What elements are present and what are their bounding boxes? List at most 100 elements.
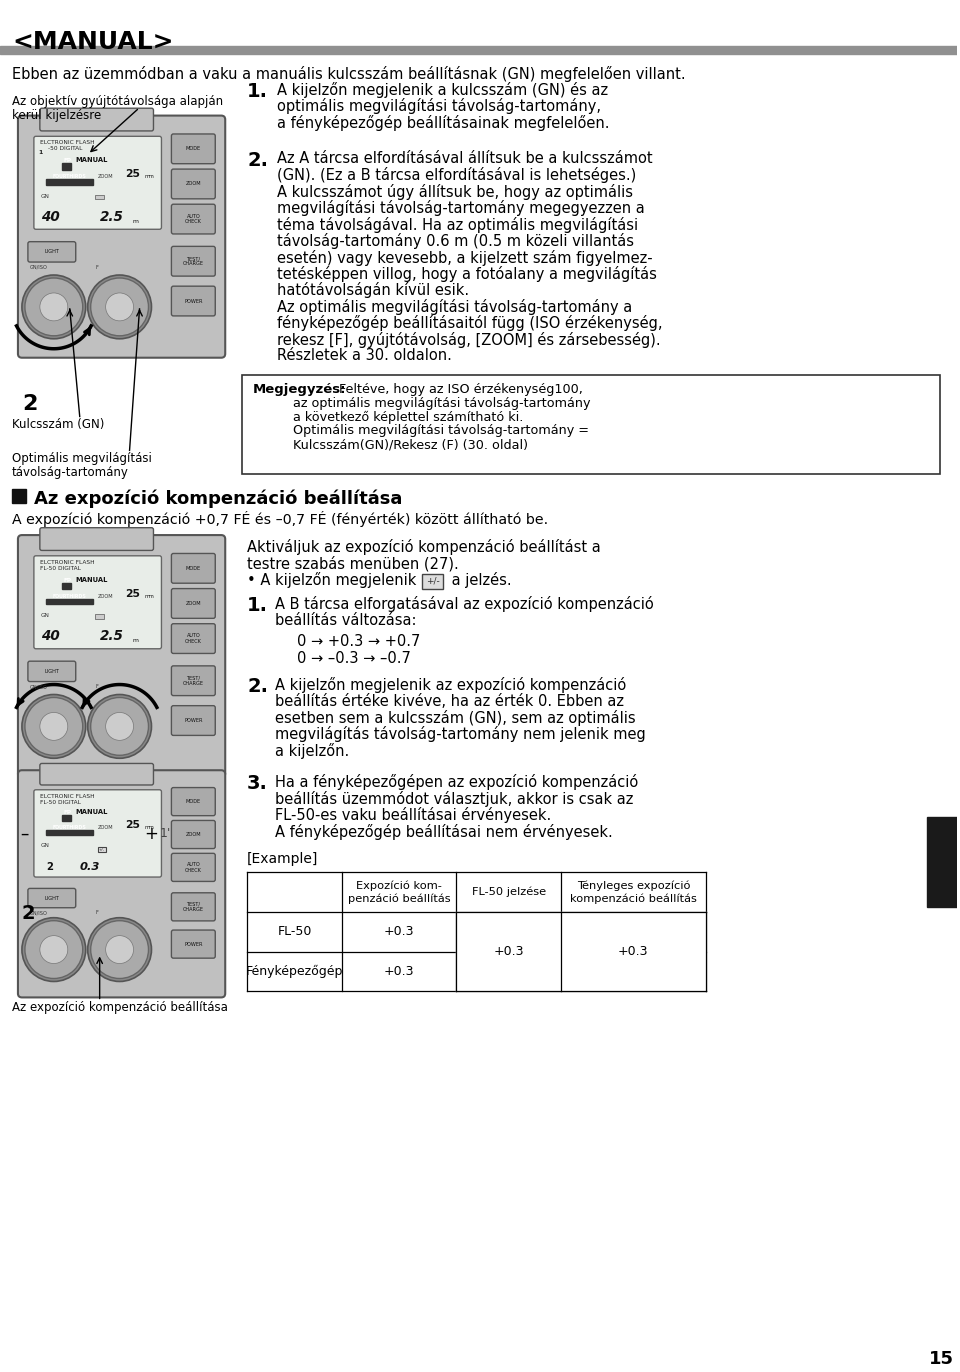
Circle shape bbox=[106, 294, 133, 321]
Text: GN/ISO: GN/ISO bbox=[30, 910, 48, 915]
Text: Fényképezőgép: Fényképezőgép bbox=[246, 965, 343, 978]
Text: [Example]: [Example] bbox=[247, 852, 319, 866]
Text: 1: 1 bbox=[37, 150, 42, 155]
Text: Ebben az üzemmódban a vaku a manuális kulcsszám beállításnak (GN) megfelelően vi: Ebben az üzemmódban a vaku a manuális ku… bbox=[12, 66, 685, 82]
Text: téma távolságával. Ha az optimális megvilágítási: téma távolságával. Ha az optimális megvi… bbox=[277, 217, 638, 233]
Text: • A kijelzőn megjelenik: • A kijelzőn megjelenik bbox=[247, 572, 421, 589]
Text: Az objektív gyújtótávolsága alapján: Az objektív gyújtótávolsága alapján bbox=[12, 95, 223, 107]
Text: Részletek a 30. oldalon.: Részletek a 30. oldalon. bbox=[277, 348, 452, 364]
Text: FP: FP bbox=[63, 158, 71, 163]
FancyBboxPatch shape bbox=[18, 115, 226, 358]
Text: +0.3: +0.3 bbox=[384, 925, 415, 938]
Text: Az expozíció kompenzáció beállítása: Az expozíció kompenzáció beállítása bbox=[34, 490, 402, 508]
FancyBboxPatch shape bbox=[28, 889, 76, 908]
Circle shape bbox=[40, 936, 68, 963]
Text: 2: 2 bbox=[22, 904, 36, 923]
Text: távolság-tartomány: távolság-tartomány bbox=[12, 466, 129, 479]
Circle shape bbox=[87, 694, 152, 759]
FancyBboxPatch shape bbox=[172, 287, 215, 316]
Text: 1.: 1. bbox=[247, 597, 268, 616]
Text: +/-: +/- bbox=[425, 576, 440, 586]
Text: MODE: MODE bbox=[186, 565, 201, 571]
Text: A expozíció kompenzáció +0,7 FÉ és –0,7 FÉ (fényérték) között állítható be.: A expozíció kompenzáció +0,7 FÉ és –0,7 … bbox=[12, 512, 548, 527]
Text: beállítás üzemmódot választjuk, akkor is csak az: beállítás üzemmódot választjuk, akkor is… bbox=[276, 790, 634, 807]
Text: FP: FP bbox=[63, 809, 71, 815]
Text: F: F bbox=[96, 685, 99, 689]
Circle shape bbox=[22, 274, 85, 339]
Text: FL-50: FL-50 bbox=[277, 925, 312, 938]
Bar bbox=[0, 45, 957, 54]
Circle shape bbox=[90, 921, 149, 978]
Circle shape bbox=[90, 279, 149, 336]
FancyBboxPatch shape bbox=[40, 108, 154, 130]
Text: 0 → –0.3 → –0.7: 0 → –0.3 → –0.7 bbox=[297, 650, 411, 665]
Text: –: – bbox=[20, 825, 28, 842]
Circle shape bbox=[90, 697, 149, 756]
Text: 2: 2 bbox=[22, 394, 37, 413]
Text: 15: 15 bbox=[928, 1350, 954, 1368]
Text: <MANUAL>: <MANUAL> bbox=[12, 30, 174, 54]
Text: GN/ISO: GN/ISO bbox=[30, 685, 48, 689]
Text: MODE: MODE bbox=[186, 799, 201, 804]
Text: 0 → +0.3 → +0.7: 0 → +0.3 → +0.7 bbox=[297, 634, 420, 649]
FancyBboxPatch shape bbox=[18, 535, 226, 777]
Text: Kulcsszám(GN)/Rekesz (F) (30. oldal): Kulcsszám(GN)/Rekesz (F) (30. oldal) bbox=[253, 439, 528, 451]
Text: AUTO
CHECK: AUTO CHECK bbox=[185, 634, 202, 643]
Bar bbox=[46, 180, 93, 185]
Text: GN: GN bbox=[41, 193, 50, 199]
Text: Expozíció kom-
penzáció beállítás: Expozíció kom- penzáció beállítás bbox=[348, 879, 450, 904]
Text: LIGHT: LIGHT bbox=[44, 250, 60, 254]
Bar bbox=[46, 598, 93, 604]
FancyBboxPatch shape bbox=[172, 553, 215, 583]
Text: a fényképezőgép beállításainak megfelelően.: a fényképezőgép beállításainak megfelelő… bbox=[277, 115, 610, 130]
Text: beállítás változása:: beállítás változása: bbox=[276, 613, 417, 628]
Text: A kulcsszámot úgy állítsuk be, hogy az optimális: A kulcsszámot úgy állítsuk be, hogy az o… bbox=[277, 184, 633, 200]
Text: +0.3: +0.3 bbox=[618, 945, 649, 958]
Text: +: + bbox=[145, 825, 158, 842]
Text: megvilágítási távolság-tartomány megegyezzen a: megvilágítási távolság-tartomány megegye… bbox=[277, 200, 645, 217]
Bar bbox=[95, 195, 104, 199]
Text: FOURTHIRDS: FOURTHIRDS bbox=[52, 825, 86, 830]
Text: Optimális megvilágítási: Optimális megvilágítási bbox=[12, 453, 152, 465]
Text: az optimális megvilágítási távolság-tartomány: az optimális megvilágítási távolság-tart… bbox=[253, 397, 590, 410]
FancyBboxPatch shape bbox=[34, 136, 161, 229]
Text: MANUAL: MANUAL bbox=[75, 576, 108, 583]
Text: Aktiváljuk az expozíció kompenzáció beállítást a: Aktiváljuk az expozíció kompenzáció beál… bbox=[247, 539, 601, 556]
Text: TEST/
CHARGE: TEST/ CHARGE bbox=[182, 901, 204, 912]
Text: 2.5: 2.5 bbox=[100, 630, 124, 643]
Text: TEST/
CHARGE: TEST/ CHARGE bbox=[182, 257, 204, 266]
Text: távolság-tartomány 0.6 m (0.5 m közeli villantás: távolság-tartomány 0.6 m (0.5 m közeli v… bbox=[277, 233, 634, 250]
Text: rekesz [F], gyújtótávolság, [ZOOM] és zársebesség).: rekesz [F], gyújtótávolság, [ZOOM] és zá… bbox=[277, 332, 660, 348]
FancyBboxPatch shape bbox=[34, 790, 161, 877]
Text: mm: mm bbox=[145, 174, 155, 180]
Text: F: F bbox=[96, 265, 99, 270]
Text: m: m bbox=[132, 638, 138, 643]
Text: -50 DIGITAL: -50 DIGITAL bbox=[48, 145, 83, 151]
Text: ZOOM: ZOOM bbox=[98, 825, 113, 830]
Circle shape bbox=[22, 918, 85, 981]
Text: 40: 40 bbox=[41, 630, 60, 643]
Text: MODE: MODE bbox=[186, 147, 201, 151]
Text: beállítás értéke kivéve, ha az érték 0. Ebben az: beállítás értéke kivéve, ha az érték 0. … bbox=[276, 693, 624, 708]
Text: ZOOM: ZOOM bbox=[185, 831, 202, 837]
FancyBboxPatch shape bbox=[40, 528, 154, 550]
Text: FL-50 jelzése: FL-50 jelzése bbox=[471, 886, 546, 897]
Text: MANUAL: MANUAL bbox=[75, 809, 108, 815]
Text: ZOOM: ZOOM bbox=[185, 181, 202, 187]
Circle shape bbox=[25, 921, 83, 978]
Text: GN: GN bbox=[41, 844, 50, 848]
Circle shape bbox=[25, 279, 83, 336]
Text: +0.3: +0.3 bbox=[493, 945, 524, 958]
Text: POWER: POWER bbox=[184, 718, 203, 723]
Text: esetben sem a kulcsszám (GN), sem az optimális: esetben sem a kulcsszám (GN), sem az opt… bbox=[276, 709, 636, 726]
Circle shape bbox=[40, 712, 68, 741]
Text: 2.5: 2.5 bbox=[100, 210, 124, 224]
FancyBboxPatch shape bbox=[172, 665, 215, 696]
Bar bbox=[62, 815, 71, 822]
Text: 25: 25 bbox=[125, 169, 140, 180]
FancyBboxPatch shape bbox=[28, 661, 76, 682]
Text: megvilágítás távolság-tartomány nem jelenik meg: megvilágítás távolság-tartomány nem jele… bbox=[276, 726, 646, 742]
FancyBboxPatch shape bbox=[172, 589, 215, 619]
Text: ZOOM: ZOOM bbox=[98, 174, 113, 180]
Text: 1.: 1. bbox=[247, 82, 268, 100]
